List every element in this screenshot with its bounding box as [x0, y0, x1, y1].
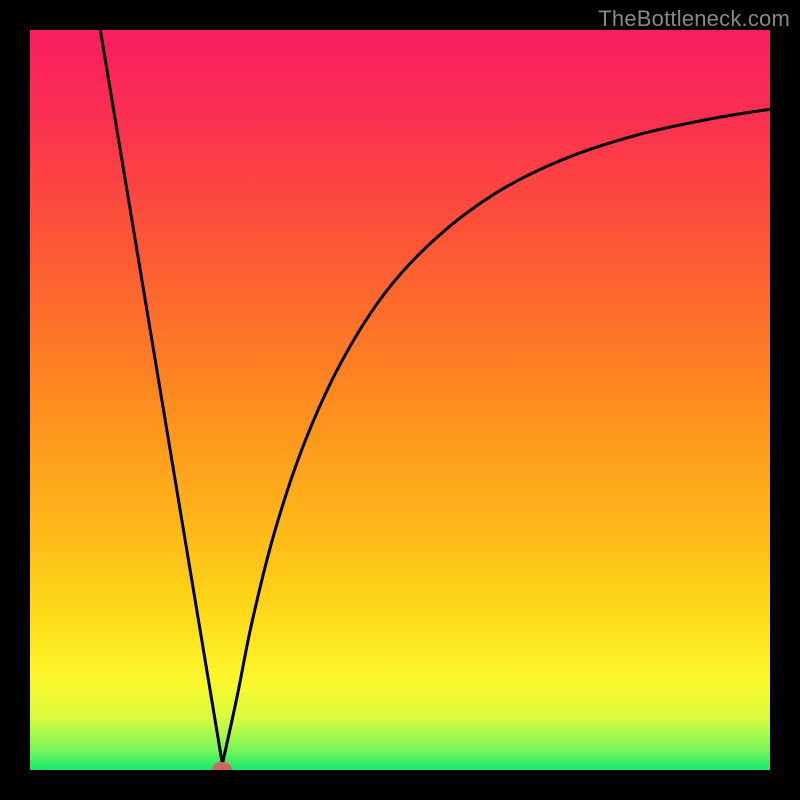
- bottleneck-curve: [30, 30, 770, 770]
- optimum-marker: [212, 762, 232, 770]
- watermark-text: TheBottleneck.com: [598, 6, 790, 32]
- chart-frame: TheBottleneck.com: [0, 0, 800, 800]
- plot-area: [30, 30, 770, 770]
